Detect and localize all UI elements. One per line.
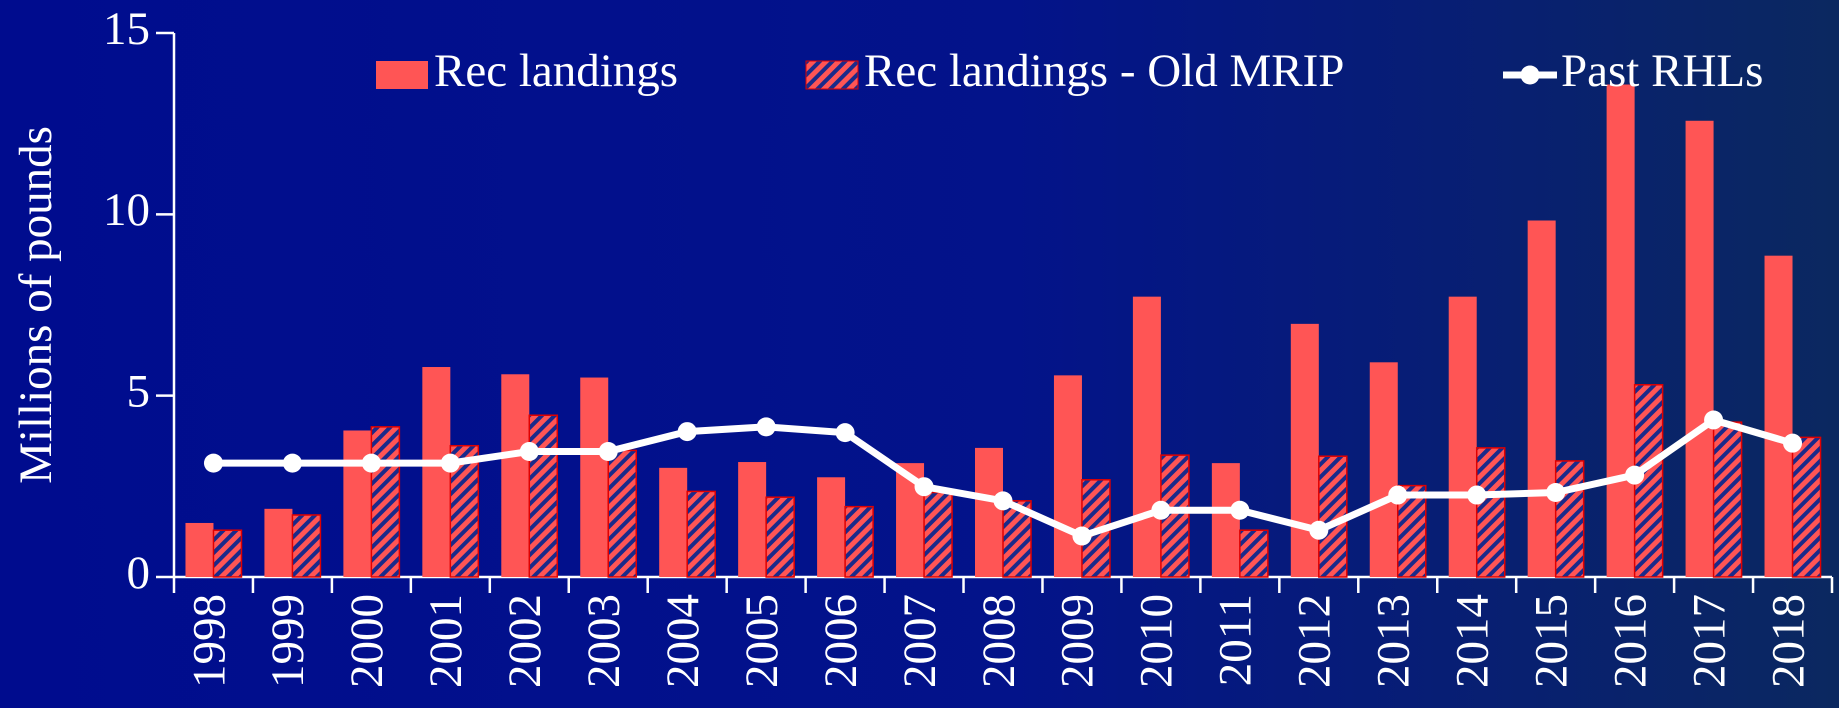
x-tick-label: 2015 bbox=[1525, 594, 1577, 688]
legend-swatch bbox=[376, 61, 428, 89]
hatched-bar bbox=[765, 496, 795, 578]
hatched-bar bbox=[1475, 447, 1506, 578]
legend-label: Rec landings - Old MRIP bbox=[864, 45, 1344, 97]
x-tick-label: 2010 bbox=[1131, 594, 1183, 688]
marker bbox=[1388, 485, 1408, 505]
hatched-bar bbox=[291, 514, 322, 578]
bar bbox=[1527, 220, 1556, 578]
bar bbox=[659, 467, 688, 577]
x-tick-label: 2008 bbox=[973, 594, 1025, 688]
marker bbox=[1467, 485, 1487, 505]
x-tick-label: 2011 bbox=[1210, 594, 1262, 686]
hatched-bar bbox=[1791, 436, 1822, 578]
marker bbox=[1151, 500, 1171, 520]
marker bbox=[440, 453, 460, 473]
hatched-bar bbox=[1554, 460, 1585, 578]
bar bbox=[580, 377, 609, 577]
bar bbox=[264, 508, 293, 577]
marker bbox=[835, 423, 855, 443]
hatched-bar bbox=[844, 505, 874, 578]
bar bbox=[1606, 84, 1635, 578]
bar bbox=[501, 374, 530, 577]
marker bbox=[519, 442, 539, 462]
bar bbox=[1685, 120, 1714, 578]
x-tick-label: 2003 bbox=[578, 594, 630, 688]
bar bbox=[185, 522, 214, 577]
x-tick-label: 1999 bbox=[262, 594, 314, 688]
marker bbox=[1072, 526, 1092, 546]
y-tick-label: 5 bbox=[127, 365, 151, 417]
x-tick-label: 2002 bbox=[499, 594, 551, 688]
bar bbox=[1369, 362, 1398, 577]
x-tick-label: 2014 bbox=[1446, 594, 1498, 688]
marker bbox=[203, 453, 223, 473]
x-tick-label: 1998 bbox=[183, 594, 235, 688]
y-axis-label: Millions of pounds bbox=[10, 126, 62, 484]
bar bbox=[1448, 296, 1477, 577]
x-tick-label: 2012 bbox=[1289, 594, 1341, 688]
hatched-bar bbox=[1239, 529, 1269, 578]
marker bbox=[993, 491, 1013, 511]
marker bbox=[598, 442, 618, 462]
x-tick-label: 2013 bbox=[1368, 594, 1420, 688]
bar bbox=[1053, 375, 1082, 577]
marker bbox=[1704, 410, 1724, 430]
bar bbox=[975, 447, 1003, 577]
hatched-bar bbox=[607, 449, 637, 578]
x-tick-label: 2000 bbox=[341, 594, 393, 688]
x-tick-label: 2006 bbox=[815, 594, 867, 688]
legend-marker bbox=[1520, 65, 1540, 85]
y-tick-label: 10 bbox=[103, 184, 150, 236]
hatched-bar bbox=[923, 491, 953, 578]
x-tick-label: 2016 bbox=[1604, 594, 1656, 688]
x-tick-label: 2007 bbox=[894, 594, 946, 688]
x-tick-label: 2005 bbox=[736, 594, 788, 688]
legend-swatch bbox=[805, 60, 859, 90]
x-tick-label: 2009 bbox=[1052, 594, 1104, 688]
hatched-bar bbox=[686, 490, 716, 578]
hatched-bar bbox=[370, 426, 401, 578]
y-tick-label: 15 bbox=[103, 3, 150, 55]
x-tick-label: 2001 bbox=[420, 594, 472, 688]
bar bbox=[1132, 296, 1161, 577]
marker bbox=[756, 417, 776, 437]
bar bbox=[817, 477, 846, 577]
x-tick-label: 2004 bbox=[657, 594, 709, 688]
marker bbox=[361, 453, 381, 473]
hatched-bar bbox=[1712, 421, 1743, 578]
legend-label: Rec landings bbox=[434, 45, 678, 97]
marker bbox=[1546, 482, 1566, 502]
y-tick-label: 0 bbox=[127, 547, 151, 599]
marker bbox=[1783, 433, 1803, 453]
marker bbox=[1625, 465, 1645, 485]
hatched-bar bbox=[212, 529, 243, 578]
x-tick-label: 2017 bbox=[1683, 594, 1735, 688]
x-tick-label: 2018 bbox=[1762, 594, 1814, 688]
marker bbox=[914, 477, 934, 497]
bar bbox=[1211, 463, 1240, 577]
hatched-bar bbox=[528, 414, 559, 578]
bar bbox=[343, 430, 372, 577]
marker bbox=[282, 453, 302, 473]
marker bbox=[1230, 500, 1250, 520]
marker bbox=[677, 422, 697, 442]
bar bbox=[1764, 255, 1793, 577]
bar bbox=[422, 367, 451, 577]
bar bbox=[738, 462, 767, 577]
marker bbox=[1309, 520, 1329, 540]
legend-label: Past RHLs bbox=[1561, 45, 1763, 97]
bar bbox=[1290, 323, 1319, 577]
